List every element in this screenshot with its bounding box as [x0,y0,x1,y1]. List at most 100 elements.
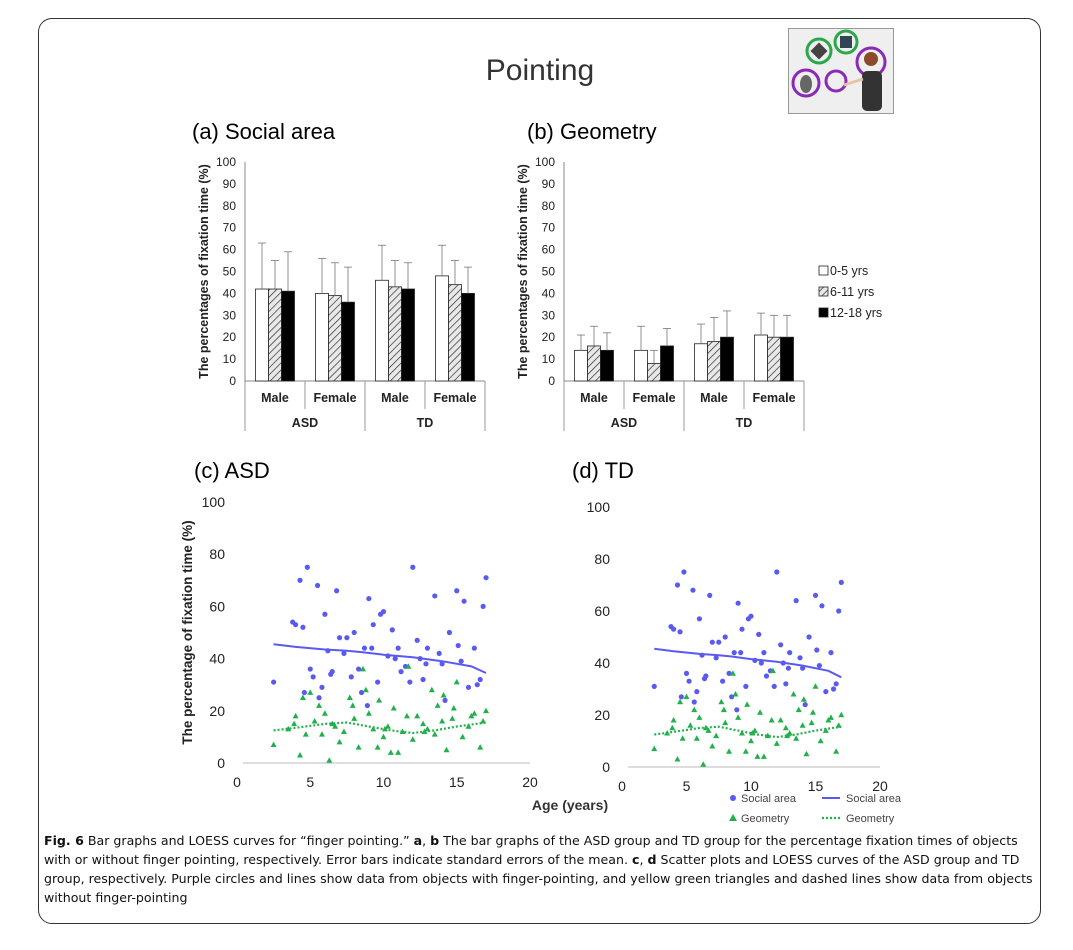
geometry-point [833,748,840,754]
social-area-point [442,697,448,703]
stimulus-presenter-head [864,52,878,66]
geometry-point [790,691,797,697]
social-area-point [301,689,307,696]
geometry-point [307,689,314,695]
geometry-point [443,746,450,753]
geometry-point [270,741,277,748]
social-area-point [683,670,690,677]
geometry-point [795,706,802,713]
geometry-point [709,743,716,749]
stimulus-green-circle-1 [805,37,833,65]
y-tick-label: 100 [535,155,555,169]
geometry-point [359,665,366,672]
geometry-point [754,753,761,759]
social-area-point [370,622,376,628]
geometry-point [387,749,394,755]
geometry-point [669,724,676,731]
y-tick-label: 60 [223,243,237,257]
geometry-point [326,757,333,763]
y-tick-label: 50 [542,265,556,279]
geometry-point [773,740,780,746]
scatter-legend: Social area Social area Geometry Geometry [729,793,902,825]
social-area-point [778,642,784,648]
panel-d-title: (d) TD [572,458,634,483]
social-area-point [477,676,483,683]
social-area-point [304,564,310,570]
y-tick-label: 20 [223,330,237,344]
geometry-point [738,730,745,736]
social-area-point [344,635,350,641]
geometry-point [390,704,397,711]
stimulus-presenter-body [862,71,882,111]
geometry-point [450,704,457,711]
x-tick-label: 15 [449,774,465,790]
social-area-point [787,650,793,656]
bar [341,301,355,382]
bar-legend: 0-5 yrs 6-11 yrs 12-18 yrs [818,264,882,320]
social-area-point [731,650,737,656]
social-area-point [348,674,354,680]
bar [461,292,475,382]
social-area-point [734,707,740,713]
y-tick-label: 80 [209,546,225,562]
figure-caption: Fig. 6 Bar graphs and LOESS curves for “… [44,831,1034,907]
y-tick-label: 50 [223,265,237,279]
bar [720,336,734,382]
social-area-point [785,665,792,671]
social-area-point [722,634,728,640]
scatter-asd: 0 20 40 60 80 100 0 5 10 15 20 The percentage of fi… [180,494,538,790]
social-area-point [816,663,822,669]
legend-triangle-icon [729,814,737,821]
geometry-point [285,725,292,732]
bar [587,345,601,382]
geometry-loess-line [654,725,842,739]
social-area-point [364,702,370,709]
y-tick-label: 70 [223,221,237,235]
social-area-point [483,575,489,581]
social-area-point [838,579,844,586]
geometry-point [403,712,410,719]
legend-label: 6-11 yrs [830,285,874,299]
bar [388,286,402,382]
category-label: Female [313,391,356,405]
figure-frame [38,18,1041,924]
social-area-point [336,635,343,641]
geometry-point [384,723,391,729]
geometry-point [483,707,490,714]
social-area-point [465,684,472,690]
figure-title: Pointing [486,54,594,87]
geometry-point [449,715,456,721]
bar [255,288,269,382]
legend-swatch [818,265,829,276]
y-tick-label: 90 [223,177,237,191]
geometry-point [355,744,362,750]
social-area-point [271,679,277,685]
geometry-point [376,697,383,703]
geometry-point [302,731,309,737]
legend-label: Social area [846,793,902,805]
social-area-point [774,569,780,575]
category-label: Male [700,391,728,405]
social-area-point [797,655,803,661]
social-area-point [307,666,313,672]
caption-comma: , [422,833,431,848]
y-tick-label: 20 [542,330,556,344]
category-label: Female [632,391,675,405]
y-tick-label: 0 [602,759,610,775]
scatter-td: 0 20 40 60 80 100 0 5 10 15 20 [587,499,888,794]
social-area-point [389,627,395,633]
social-area-point [819,603,825,609]
social-area-point [316,695,322,701]
geometry-point [809,709,816,715]
bar [767,336,781,382]
y-tick-label: 60 [209,598,225,614]
geometry-point [351,715,358,721]
y-tick-label: 30 [542,308,556,322]
social-area-point [823,689,829,695]
social-area-point [677,629,683,635]
bar [660,345,674,382]
geometry-point [696,714,703,720]
social-area-point [297,577,303,583]
geometry-point [374,744,381,750]
panel-b-title: (b) Geometry [527,119,657,144]
